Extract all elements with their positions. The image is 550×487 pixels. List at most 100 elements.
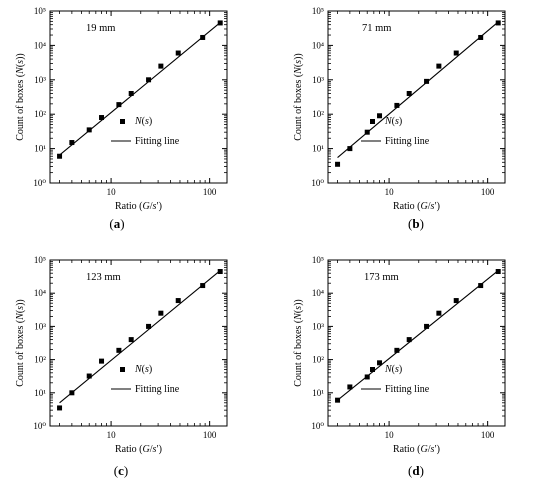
data-point — [116, 347, 122, 353]
x-axis-label: Ratio (G/s′) — [115, 444, 162, 455]
y-axis-label: Count of boxes (N(s)) — [15, 53, 26, 141]
chart-panel-4: 10⁰ 10¹ 10² 10³ 10⁴ 10⁵ 10 100 173 mm N(s) Fitting… — [293, 255, 506, 478]
y-tick-label: 10⁰ — [311, 421, 324, 431]
x-tick-label: 10 — [385, 430, 395, 440]
data-point — [200, 283, 206, 289]
data-point — [495, 269, 501, 275]
plot-frame — [327, 10, 506, 184]
data-point — [146, 323, 152, 329]
y-tick-label: 10³ — [312, 75, 324, 85]
y-axis-label: Count of boxes (N(s)) — [293, 299, 304, 387]
data-point — [377, 360, 383, 366]
data-point — [436, 310, 442, 316]
data-point — [364, 374, 370, 380]
x-tick-label: 100 — [203, 430, 217, 440]
data-point — [453, 50, 459, 56]
data-point — [406, 90, 412, 96]
legend-marker — [370, 119, 375, 124]
data-point — [347, 146, 353, 152]
y-tick-label: 10⁵ — [34, 255, 46, 265]
fitting-line — [337, 270, 499, 401]
data-point — [116, 102, 122, 108]
x-axis-label: Ratio (G/s′) — [115, 201, 162, 212]
data-point — [217, 269, 223, 275]
y-tick-label: 10¹ — [34, 144, 46, 154]
y-tick-label: 10⁰ — [33, 178, 46, 188]
y-tick-label: 10² — [34, 109, 46, 119]
x-axis-label: Ratio (G/s′) — [393, 444, 440, 455]
data-point — [335, 161, 341, 167]
data-point — [364, 129, 370, 135]
data-point — [495, 20, 501, 26]
legend-label-line: Fitting line — [385, 136, 430, 147]
panel-label: (b) — [408, 216, 424, 231]
y-tick-label: 10⁵ — [312, 255, 324, 265]
panel-annotation: 71 mm — [362, 23, 391, 34]
data-point — [99, 358, 105, 364]
y-tick-label: 10⁰ — [33, 421, 46, 431]
fitting-line — [59, 22, 221, 156]
chart-panel-1: 10⁰ 10¹ 10² 10³ 10⁴ 10⁵ 10 100 19 mm N(s) Fitting … — [15, 6, 228, 231]
data-point — [424, 78, 430, 84]
data-point — [158, 310, 164, 316]
chart-panel-3: 10⁰ 10¹ 10² 10³ 10⁴ 10⁵ 10 100 123 mm N(s) Fitting… — [15, 255, 228, 478]
data-point — [478, 34, 484, 40]
data-point — [200, 34, 206, 40]
legend-label-points: N(s) — [134, 116, 152, 127]
y-tick-label: 10² — [312, 355, 324, 365]
data-point — [69, 140, 75, 146]
data-point — [175, 50, 181, 56]
y-tick-label: 10² — [34, 355, 46, 365]
data-point — [347, 384, 353, 390]
data-point — [57, 405, 63, 411]
plot-frame — [49, 10, 228, 184]
data-point — [86, 127, 92, 133]
data-point — [394, 102, 400, 108]
x-tick-label: 100 — [203, 187, 217, 197]
x-tick-label: 100 — [481, 187, 495, 197]
panel-label: (a) — [109, 216, 124, 231]
y-tick-label: 10⁰ — [311, 178, 324, 188]
legend-label-points: N(s) — [134, 364, 152, 375]
x-tick-label: 100 — [481, 430, 495, 440]
data-point — [146, 77, 152, 83]
y-tick-label: 10¹ — [312, 388, 324, 398]
y-axis-label: Count of boxes (N(s)) — [15, 299, 26, 387]
legend-label-line: Fitting line — [135, 384, 180, 395]
data-point — [128, 90, 134, 96]
x-axis-label: Ratio (G/s′) — [393, 201, 440, 212]
y-tick-label: 10⁴ — [34, 40, 46, 50]
data-point — [217, 20, 223, 26]
chart-panel-2: 10⁰ 10¹ 10² 10³ 10⁴ 10⁵ 10 100 71 mm N(s) Fitting … — [293, 6, 506, 231]
y-tick-label: 10³ — [312, 321, 324, 331]
y-axis-label: Count of boxes (N(s)) — [293, 53, 304, 141]
y-tick-label: 10¹ — [312, 144, 324, 154]
legend-marker — [120, 119, 125, 124]
y-tick-label: 10⁴ — [34, 288, 46, 298]
data-point — [69, 390, 75, 396]
y-tick-label: 10⁵ — [312, 6, 324, 16]
y-tick-label: 10³ — [34, 75, 46, 85]
legend-label-points: N(s) — [384, 364, 402, 375]
data-point — [377, 113, 383, 119]
fitting-line — [59, 270, 221, 404]
x-tick-label: 10 — [107, 430, 117, 440]
data-point — [453, 298, 459, 304]
legend-marker — [370, 367, 375, 372]
plot-frame — [49, 259, 228, 427]
y-tick-label: 10¹ — [34, 388, 46, 398]
y-tick-label: 10³ — [34, 321, 46, 331]
y-tick-label: 10² — [312, 109, 324, 119]
data-point — [335, 397, 341, 403]
y-tick-label: 10⁴ — [312, 288, 324, 298]
plot-frame — [327, 259, 506, 427]
data-point — [394, 347, 400, 353]
legend-marker — [120, 367, 125, 372]
legend-label-line: Fitting line — [385, 384, 430, 395]
data-point — [175, 298, 181, 304]
data-point — [406, 337, 412, 343]
data-point — [478, 283, 484, 289]
y-tick-label: 10⁵ — [34, 6, 46, 16]
data-point — [86, 373, 92, 379]
